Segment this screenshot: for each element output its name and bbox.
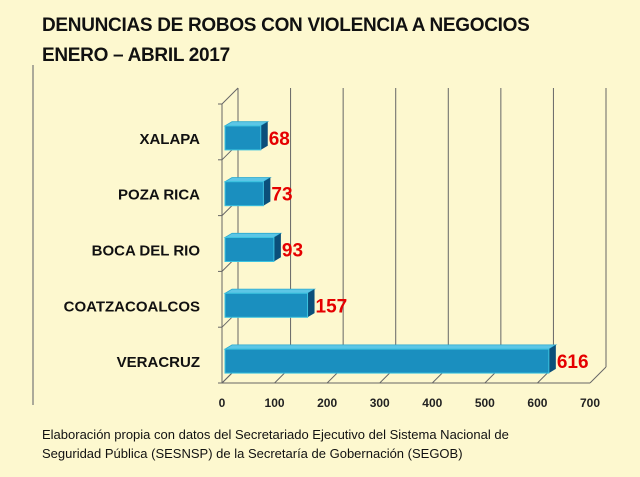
data-label: 73 [271,185,292,206]
x-tick-label: 400 [422,396,442,410]
floor-gridline [589,366,607,384]
category-label: COATZACOALCOS [64,298,200,315]
category-label: BOCA DEL RIO [92,243,201,260]
x-tick-label: 200 [317,396,337,410]
x-tick-label: 100 [265,396,285,410]
data-label: 68 [269,129,290,150]
bar-top [223,177,272,183]
data-label: 93 [282,241,303,262]
category-label: POZA RICA [118,187,200,204]
bar [224,125,262,151]
bar-side [307,289,315,318]
x-tick-label: 0 [219,396,226,410]
bar-side [548,344,556,374]
bar [224,237,275,262]
bar-side [260,121,268,150]
x-tick-label: 500 [475,396,495,410]
bar-top [223,121,270,127]
source-footnote: Elaboración propia con datos del Secreta… [42,425,622,463]
bar [224,181,264,207]
bar [224,292,309,318]
bar-top [223,288,316,294]
x-tick-label: 600 [527,396,547,410]
chart-title: DENUNCIAS DE ROBOS CON VIOLENCIA A NEGOC… [42,15,530,36]
bar-top [223,232,283,238]
chart-subtitle: ENERO – ABRIL 2017 [42,45,230,66]
data-label: 157 [316,296,348,317]
footnote-line-1: Elaboración propia con datos del Secreta… [42,427,509,442]
bar [224,348,550,374]
category-label: XALAPA [139,131,200,148]
footnote-line-2: Seguridad Pública (SESNSP) de la Secreta… [42,446,463,461]
bar-top [223,344,558,350]
bar-side [263,177,271,206]
x-tick-label: 700 [580,396,600,410]
side-gridline [221,87,239,105]
bar-side [273,233,281,262]
data-label: 616 [557,352,589,373]
x-tick-label: 300 [370,396,390,410]
category-label: VERACRUZ [117,354,200,371]
